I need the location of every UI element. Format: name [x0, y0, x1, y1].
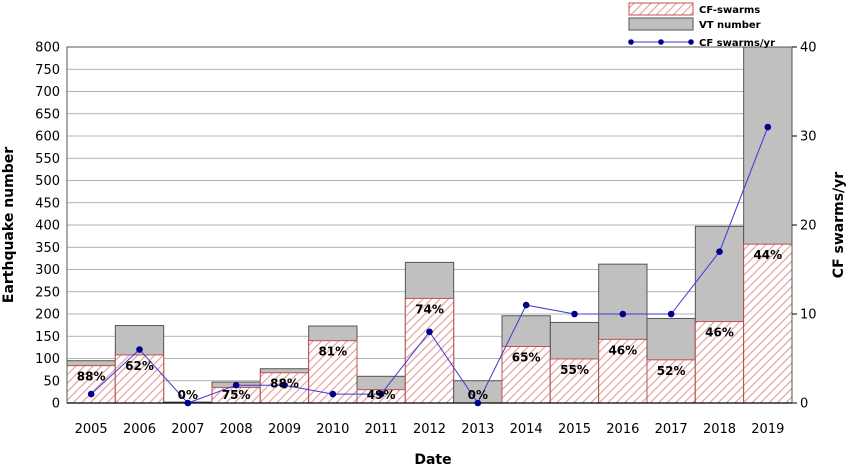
cf-swarms-yr-point-2006 — [136, 346, 143, 353]
bar-label-2006: 62% — [125, 359, 154, 373]
bar-percentage-labels: 88% 62% 0% 75% 88% 81% 49% 74% 0% 65% 55% 46% 52% 46%… — [77, 248, 782, 402]
legend-label-cf-swarms-yr: CF swarms/yr — [699, 38, 775, 49]
bar-label-2008: 75% — [222, 388, 251, 402]
y-tick-label: 300 — [35, 263, 60, 278]
y-tick-label: 500 — [35, 174, 60, 189]
x-tick-label-2018: 2018 — [703, 422, 736, 437]
cf-swarms-bar-2015 — [549, 358, 600, 404]
left-axis-ticks: 0 50 100 150 200 250 300 350 400 450 500 550 600 650 7… — [35, 41, 60, 412]
bar-label-2010: 81% — [318, 345, 347, 359]
cf-swarms-yr-point-2011 — [377, 390, 385, 398]
bar-label-2007: 0% — [178, 388, 198, 402]
x-tick-label-2006: 2006 — [123, 422, 156, 437]
cf-swarms-per-year-line — [87, 123, 772, 407]
cf-swarms-bar-2006 — [114, 354, 165, 404]
y-tick-label: 600 — [35, 130, 60, 145]
y-tick-label: 0 — [52, 397, 60, 412]
y2-tick-label: 0 — [800, 397, 808, 412]
y-tick-label: 650 — [35, 107, 60, 122]
legend-marker — [658, 39, 664, 45]
bar-label-2009: 88% — [270, 377, 299, 391]
legend-marker — [688, 39, 694, 45]
cf-swarms-bar-2018 — [694, 321, 745, 404]
x-tick-label-2011: 2011 — [365, 422, 398, 437]
cf-swarms-yr-point-2015 — [571, 310, 578, 318]
y2-tick-label: 10 — [800, 308, 817, 323]
bar-label-2015: 55% — [560, 363, 589, 377]
legend-swatch-vt-number — [628, 17, 694, 31]
cf-swarms-yr-point-2013 — [474, 399, 482, 407]
bar-label-2016: 46% — [608, 343, 637, 357]
bar-label-2019: 44% — [753, 248, 782, 262]
cf-swarms-yr-point-2009 — [281, 381, 288, 389]
bar-label-2014: 65% — [512, 350, 541, 364]
x-tick-label-2016: 2016 — [606, 422, 639, 437]
cf-swarms-yr-point-2014 — [522, 301, 530, 309]
x-tick-label-2008: 2008 — [220, 422, 253, 437]
x-tick-label-2009: 2009 — [268, 422, 301, 437]
y2-tick-label: 40 — [800, 41, 817, 56]
x-axis-title: Date — [414, 452, 451, 468]
bars — [66, 46, 793, 404]
y-tick-label: 200 — [35, 308, 60, 323]
y-tick-label: 50 — [43, 374, 60, 389]
cf-swarms-bar-2019 — [743, 243, 793, 404]
bar-label-2012: 74% — [415, 302, 444, 316]
y-tick-label: 100 — [35, 352, 60, 367]
y2-axis-title: CF swarms/yr — [831, 172, 847, 278]
bar-label-2018: 46% — [705, 326, 734, 340]
y-tick-label: 450 — [35, 196, 60, 211]
y-tick-label: 550 — [35, 152, 60, 167]
cf-swarms-bar-2012 — [404, 297, 455, 404]
y-tick-label: 400 — [35, 219, 60, 234]
right-axis-ticks: 0 10 20 30 40 — [792, 41, 817, 412]
cf-swarms-yr-point-2016 — [619, 310, 627, 318]
bar-label-2005: 88% — [77, 370, 106, 384]
y-tick-label: 700 — [35, 85, 60, 100]
cf-swarms-bar-2014 — [501, 345, 551, 404]
y2-tick-label: 20 — [800, 219, 817, 234]
bar-label-2013: 0% — [468, 388, 488, 402]
legend-marker — [628, 39, 634, 45]
y-axis-title: Earthquake number — [1, 147, 17, 303]
cf-swarms-yr-point-2010 — [329, 390, 337, 398]
legend-swatch-cf-swarms — [628, 2, 694, 16]
bar-label-2011: 49% — [367, 388, 396, 402]
y-tick-label: 750 — [35, 63, 60, 78]
legend-label-cf-swarms: CF-swarms — [699, 5, 760, 16]
legend-label-vt-number: VT number — [699, 20, 761, 31]
cf-swarms-yr-point-2007 — [184, 399, 192, 407]
y-tick-label: 250 — [35, 285, 60, 300]
x-tick-label-2013: 2013 — [461, 422, 494, 437]
bar-label-2017: 52% — [657, 364, 686, 378]
cf-swarms-yr-point-2005 — [87, 390, 95, 398]
y-tick-label: 150 — [35, 330, 60, 345]
cf-swarms-yr-point-2017 — [667, 310, 675, 318]
cf-swarms-yr-point-2018 — [716, 248, 723, 255]
x-tick-label-2014: 2014 — [510, 422, 543, 437]
x-tick-label-2012: 2012 — [413, 422, 446, 437]
x-tick-label-2010: 2010 — [316, 422, 349, 437]
x-axis-ticks: 2005 2006 2007 2008 2009 2010 2011 2012 2013 2014… — [75, 422, 785, 437]
x-tick-label-2017: 2017 — [655, 422, 688, 437]
y-tick-label: 350 — [35, 241, 60, 256]
x-tick-label-2015: 2015 — [558, 422, 591, 437]
x-tick-label-2007: 2007 — [171, 422, 204, 437]
cf-swarms-yr-point-2019 — [764, 123, 772, 131]
legend: CF-swarms VT number CF swarms/yr — [628, 2, 775, 49]
y2-tick-label: 30 — [800, 130, 817, 145]
x-tick-label-2005: 2005 — [75, 422, 108, 437]
cf-swarms-yr-point-2008 — [232, 381, 240, 389]
cf-swarms-yr-point-2012 — [426, 328, 433, 336]
x-tick-label-2019: 2019 — [751, 422, 784, 437]
y-tick-label: 800 — [35, 41, 60, 56]
